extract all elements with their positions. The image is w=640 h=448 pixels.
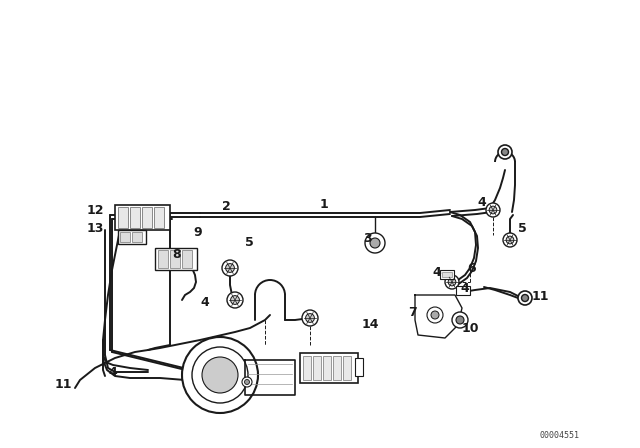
Bar — [343, 356, 351, 380]
Circle shape — [518, 291, 532, 305]
Text: 3: 3 — [363, 232, 372, 245]
Polygon shape — [415, 295, 462, 338]
Text: 14: 14 — [362, 319, 380, 332]
Text: 4: 4 — [108, 366, 116, 379]
Text: 4: 4 — [460, 281, 468, 294]
Text: 4: 4 — [432, 266, 441, 279]
Text: 00004551: 00004551 — [540, 431, 580, 440]
Circle shape — [456, 316, 464, 324]
Circle shape — [503, 233, 517, 247]
Circle shape — [222, 260, 238, 276]
Circle shape — [427, 307, 443, 323]
Circle shape — [486, 203, 500, 217]
Text: 8: 8 — [172, 249, 180, 262]
Circle shape — [226, 263, 234, 272]
Text: 4: 4 — [200, 296, 209, 309]
Circle shape — [489, 206, 497, 214]
Bar — [142, 207, 152, 228]
Text: 4: 4 — [477, 195, 486, 208]
Bar — [440, 270, 454, 279]
Bar — [132, 232, 142, 242]
Bar — [130, 207, 140, 228]
Bar — [333, 356, 341, 380]
Circle shape — [522, 294, 529, 302]
Circle shape — [302, 310, 318, 326]
Text: 11: 11 — [532, 289, 550, 302]
Bar — [323, 356, 331, 380]
Circle shape — [230, 296, 239, 304]
Circle shape — [370, 238, 380, 248]
Circle shape — [452, 312, 468, 328]
Circle shape — [506, 236, 514, 244]
Bar — [170, 250, 180, 268]
Bar — [158, 250, 168, 268]
Bar — [118, 207, 128, 228]
Circle shape — [182, 337, 258, 413]
Text: 6: 6 — [467, 262, 476, 275]
Bar — [456, 286, 470, 295]
Bar — [300, 353, 358, 383]
Bar — [182, 250, 192, 268]
Text: 11: 11 — [55, 379, 72, 392]
Circle shape — [242, 377, 252, 387]
Circle shape — [498, 145, 512, 159]
Text: 1: 1 — [320, 198, 329, 211]
Bar — [120, 232, 130, 242]
Bar — [154, 207, 164, 228]
Text: 5: 5 — [518, 221, 527, 234]
Text: 5: 5 — [245, 237, 253, 250]
Bar — [115, 205, 170, 230]
Circle shape — [202, 357, 238, 393]
Bar — [155, 248, 197, 270]
Circle shape — [502, 148, 509, 155]
Bar — [442, 272, 452, 277]
Circle shape — [306, 314, 314, 323]
Bar — [355, 358, 363, 376]
Bar — [313, 356, 321, 380]
Text: 13: 13 — [87, 221, 104, 234]
Circle shape — [448, 278, 456, 286]
Text: 2: 2 — [222, 201, 231, 214]
Polygon shape — [245, 360, 295, 395]
Text: 7: 7 — [408, 306, 417, 319]
Bar — [303, 356, 311, 380]
Text: 12: 12 — [87, 203, 104, 216]
Bar — [118, 230, 146, 244]
Circle shape — [244, 379, 250, 384]
Circle shape — [227, 292, 243, 308]
Circle shape — [192, 347, 248, 403]
Text: 9: 9 — [193, 227, 202, 240]
Circle shape — [445, 275, 459, 289]
Circle shape — [365, 233, 385, 253]
Circle shape — [431, 311, 439, 319]
Text: 10: 10 — [462, 322, 479, 335]
